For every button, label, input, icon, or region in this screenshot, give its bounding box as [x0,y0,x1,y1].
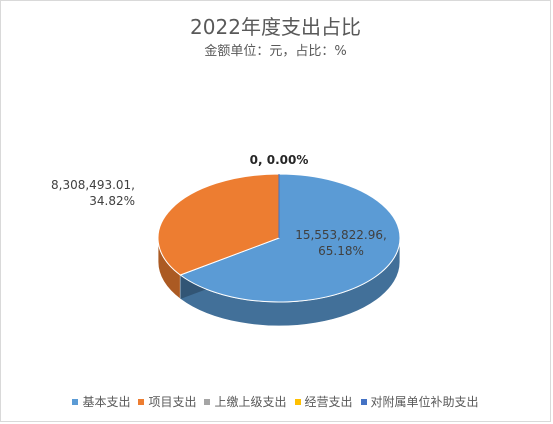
chart-subtitle: 金额单位：元，占比：% [204,44,347,59]
legend-swatch [204,398,211,405]
data-label-0: 15,553,822.96, 65.18% [295,228,387,258]
data-label-1: 8,308,493.01, 34.82% [51,178,135,208]
legend-swatch [138,398,145,405]
legend-label: 基本支出 [82,395,131,409]
legend-label: 项目支出 [148,395,197,409]
legend-swatch [72,398,79,405]
legend-item-business: 经营支出 [294,393,353,410]
slice-top-1 [157,173,280,276]
legend-item-project: 项目支出 [138,393,196,410]
pie-tops [157,173,401,303]
legend-label: 经营支出 [304,395,353,409]
legend-item-remit: 上缴上级支出 [204,393,287,410]
pie-labels: 15,553,822.96, 65.18% 8,308,493.01, 34.82% 0… [51,153,387,258]
chart-title: 2022年度支出占比 [190,15,361,39]
legend-label: 上缴上级支出 [214,395,287,409]
data-label-2: 0, 0.00% [250,153,309,167]
slice-top-0 [179,173,401,303]
legend-item-subsidy: 对附属单位补助支出 [360,393,479,410]
legend-swatch [294,398,301,405]
legend-label: 对附属单位补助支出 [370,395,479,409]
chart-legend: 基本支出 项目支出 上缴上级支出 经营支出 对附属单位补助支出 [1,393,550,410]
legend-item-basic: 基本支出 [72,393,130,410]
legend-swatch [360,398,367,405]
